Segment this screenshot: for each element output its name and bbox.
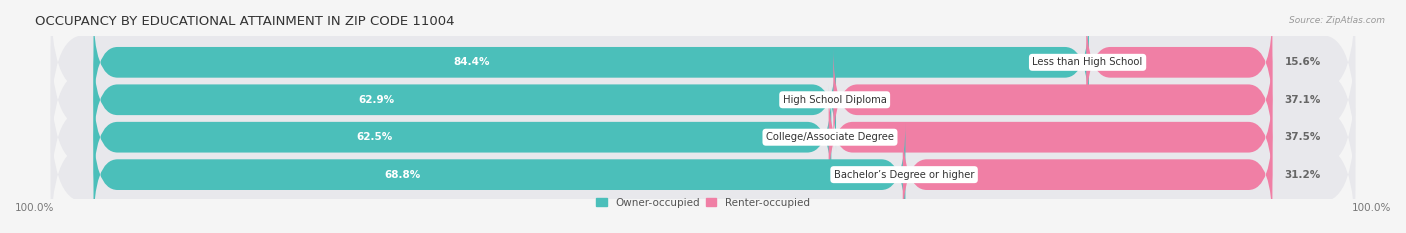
FancyBboxPatch shape [93, 123, 905, 227]
Text: 37.1%: 37.1% [1285, 95, 1320, 105]
FancyBboxPatch shape [93, 10, 1088, 114]
FancyBboxPatch shape [1087, 10, 1272, 114]
Text: 62.9%: 62.9% [359, 95, 394, 105]
Text: 31.2%: 31.2% [1285, 170, 1320, 180]
FancyBboxPatch shape [834, 48, 1272, 152]
Legend: Owner-occupied, Renter-occupied: Owner-occupied, Renter-occupied [592, 194, 814, 212]
FancyBboxPatch shape [93, 48, 837, 152]
Text: OCCUPANCY BY EDUCATIONAL ATTAINMENT IN ZIP CODE 11004: OCCUPANCY BY EDUCATIONAL ATTAINMENT IN Z… [35, 15, 454, 28]
Text: 84.4%: 84.4% [454, 57, 491, 67]
Text: 62.5%: 62.5% [356, 132, 392, 142]
FancyBboxPatch shape [51, 108, 1355, 233]
Text: 68.8%: 68.8% [384, 170, 420, 180]
Text: College/Associate Degree: College/Associate Degree [766, 132, 894, 142]
Text: Bachelor’s Degree or higher: Bachelor’s Degree or higher [834, 170, 974, 180]
Text: High School Diploma: High School Diploma [783, 95, 887, 105]
FancyBboxPatch shape [51, 33, 1355, 166]
FancyBboxPatch shape [51, 0, 1355, 129]
FancyBboxPatch shape [51, 71, 1355, 204]
FancyBboxPatch shape [903, 123, 1272, 227]
Text: Source: ZipAtlas.com: Source: ZipAtlas.com [1289, 16, 1385, 25]
Text: Less than High School: Less than High School [1032, 57, 1143, 67]
FancyBboxPatch shape [828, 85, 1272, 189]
Text: 37.5%: 37.5% [1285, 132, 1320, 142]
FancyBboxPatch shape [93, 85, 831, 189]
Text: 15.6%: 15.6% [1285, 57, 1320, 67]
